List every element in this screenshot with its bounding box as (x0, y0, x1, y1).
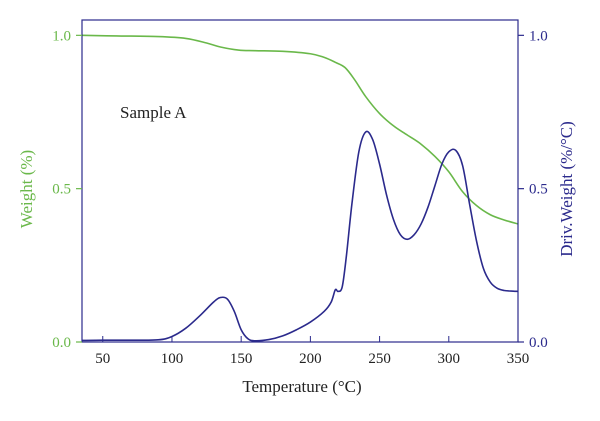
x-tick-label: 100 (161, 351, 184, 367)
plot-frame (81, 19, 519, 343)
derivative-weight-line (81, 130, 519, 342)
weight-line (81, 34, 519, 225)
x-tick-label: 250 (368, 351, 391, 367)
right-y-tick-label: 0.0 (529, 335, 548, 351)
right-y-axis-title: Driv.Weight (%/°C) (557, 121, 576, 257)
x-tick-label: 200 (299, 351, 322, 367)
right-y-tick-label: 1.0 (529, 28, 548, 44)
x-tick-label: 50 (95, 351, 110, 367)
plot-area (81, 34, 519, 342)
sample-annotation: Sample A (120, 103, 187, 122)
x-tick-label: 300 (438, 351, 461, 367)
x-axis-title: Temperature (°C) (242, 377, 361, 396)
x-tick-label: 350 (507, 351, 530, 367)
x-tick-label: 150 (230, 351, 253, 367)
right-y-tick-label: 0.5 (529, 182, 548, 198)
left-y-tick-label: 0.0 (52, 335, 71, 351)
left-y-axis-title: Weight (%) (17, 150, 36, 228)
left-y-tick-label: 0.5 (52, 182, 71, 198)
left-y-tick-label: 1.0 (52, 28, 71, 44)
